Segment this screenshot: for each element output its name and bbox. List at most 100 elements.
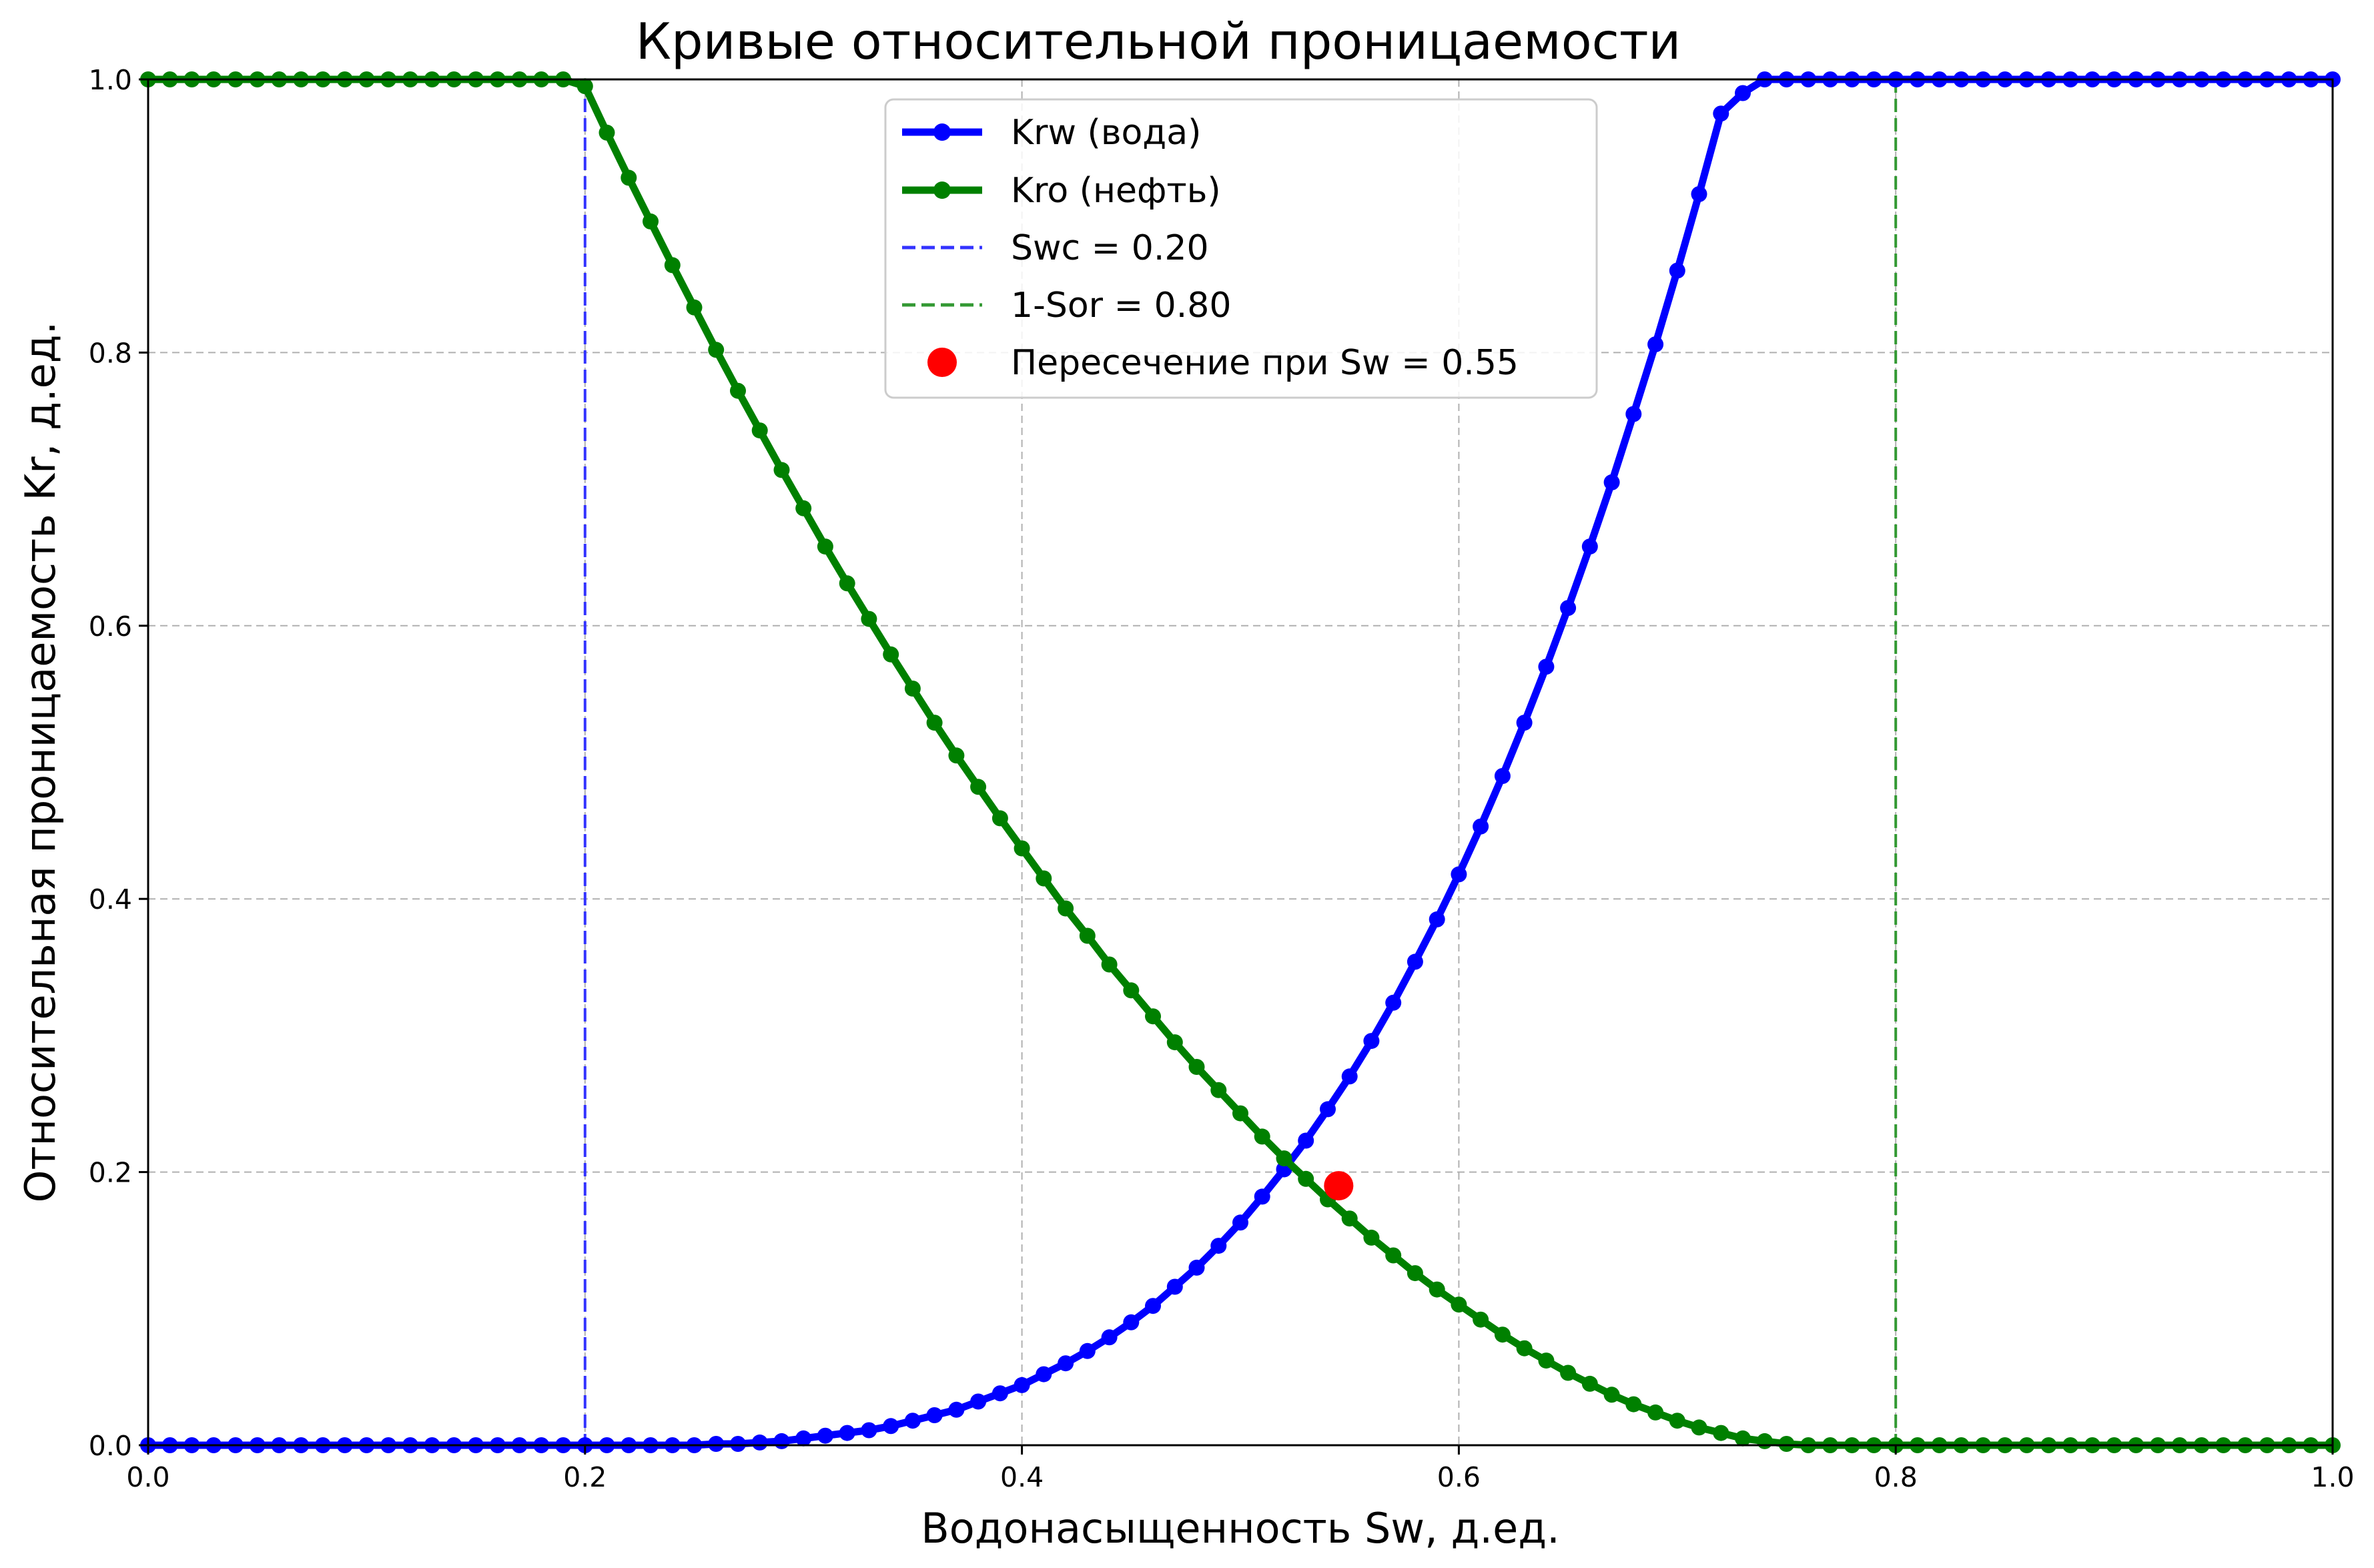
krw-point	[817, 1427, 833, 1444]
legend-intersection-marker	[927, 348, 957, 377]
x-tick-label: 0.2	[563, 1461, 607, 1493]
reference-lines	[583, 79, 1898, 1445]
kro-point	[621, 169, 637, 186]
kro-point	[1778, 1436, 1795, 1452]
krw-point	[795, 1430, 812, 1447]
krw-point	[1058, 1355, 1074, 1372]
kro-point	[1603, 1387, 1620, 1403]
y-axis-ticks: 0.0 0.2 0.4 0.6 0.8 1.0	[89, 64, 148, 1462]
kro-point	[1341, 1210, 1358, 1227]
krw-point	[1516, 715, 1533, 731]
krw-point	[1101, 1329, 1118, 1346]
kro-point	[1669, 1413, 1685, 1429]
kro-point	[883, 646, 899, 663]
kro-point	[1581, 1375, 1598, 1392]
kro-point	[839, 575, 855, 592]
krw-point	[730, 1436, 746, 1452]
kro-point	[1625, 1396, 1642, 1413]
kro-point	[948, 747, 965, 764]
krw-point	[1735, 85, 1751, 101]
kro-point	[1210, 1082, 1227, 1098]
kro-point	[1516, 1340, 1533, 1356]
krw-point	[926, 1407, 943, 1423]
krw-point	[1188, 1259, 1205, 1276]
kro-point	[1298, 1170, 1314, 1187]
kro-point	[643, 213, 659, 230]
krw-point	[1166, 1278, 1183, 1295]
kro-point	[1494, 1326, 1511, 1343]
kro-point	[1276, 1150, 1292, 1167]
kro-point	[1123, 982, 1140, 999]
kro-point	[1407, 1265, 1423, 1282]
krw-point	[1603, 474, 1620, 490]
grid	[148, 79, 2333, 1445]
krw-point	[1429, 911, 1445, 927]
legend-swc-label: Swc = 0.20	[1011, 228, 1209, 268]
x-tick-label: 0.8	[1874, 1461, 1918, 1493]
kro-point	[773, 462, 790, 478]
krw-point	[708, 1436, 725, 1452]
krw-point	[1691, 185, 1707, 202]
krw-point	[1713, 105, 1729, 122]
krw-point	[1079, 1342, 1096, 1359]
kro-point	[861, 611, 877, 627]
plot-frame	[147, 78, 2334, 1447]
krw-point	[1232, 1214, 1248, 1231]
kro-point	[1079, 927, 1096, 944]
legend-krw-label: Krw (вода)	[1011, 113, 1201, 153]
legend-krw-marker	[933, 123, 951, 141]
krw-point	[861, 1422, 877, 1439]
krw-point	[1451, 866, 1467, 883]
intersection-layer	[1324, 1171, 1354, 1201]
y-axis-label: Относительная проницаемость Kr, д.ед.	[16, 322, 65, 1203]
kro-point	[1363, 1229, 1380, 1246]
krw-point	[1407, 953, 1423, 970]
krw-point	[1341, 1068, 1358, 1085]
krw-point	[1538, 659, 1555, 675]
kro-point	[1647, 1404, 1664, 1421]
kro-point	[1538, 1352, 1555, 1369]
kro-point	[1014, 840, 1030, 857]
krw-point	[1473, 818, 1489, 835]
kro-point	[708, 342, 725, 358]
kro-point	[751, 422, 768, 439]
kro-point	[1560, 1364, 1577, 1381]
kro-point	[1254, 1128, 1270, 1145]
y-tick-label: 0.2	[89, 1157, 132, 1189]
legend-kro-marker	[933, 181, 951, 199]
kro-point	[599, 124, 615, 141]
krw-point	[1385, 994, 1402, 1011]
legend-kro-label: Kro (нефть)	[1011, 171, 1221, 211]
kro-point	[926, 715, 943, 731]
legend-sor-label: 1-Sor = 0.80	[1011, 286, 1231, 326]
y-tick-label: 0.0	[89, 1430, 132, 1462]
krw-point	[1625, 406, 1642, 422]
kro-point	[1101, 956, 1118, 973]
krw-point	[1145, 1298, 1161, 1314]
krw-point	[883, 1418, 899, 1435]
krw-point	[1320, 1101, 1336, 1118]
y-tick-label: 0.4	[89, 883, 132, 915]
krw-point	[1036, 1366, 1052, 1383]
kro-point	[1473, 1311, 1489, 1328]
kro-point	[686, 299, 703, 316]
intersection-point	[1324, 1171, 1354, 1201]
kro-point	[992, 810, 1008, 827]
krw-point	[904, 1413, 921, 1429]
kro-point	[970, 779, 987, 795]
y-tick-label: 1.0	[89, 64, 132, 96]
x-axis-ticks: 0.0 0.2 0.4 0.6 0.8 1.0	[126, 1445, 2355, 1493]
kro-point	[1385, 1247, 1402, 1264]
kro-point	[1232, 1105, 1248, 1122]
krw-point	[1210, 1238, 1227, 1254]
kro-point	[1036, 870, 1052, 887]
x-tick-label: 0.6	[1437, 1461, 1481, 1493]
krw-point	[1581, 538, 1598, 555]
krw-point	[839, 1425, 855, 1441]
chart-title: Кривые относительной проницаемости	[636, 12, 1681, 71]
kro-point	[576, 78, 593, 95]
krw-point	[948, 1401, 965, 1418]
krw-point	[1494, 768, 1511, 784]
krw-point	[1363, 1033, 1380, 1050]
